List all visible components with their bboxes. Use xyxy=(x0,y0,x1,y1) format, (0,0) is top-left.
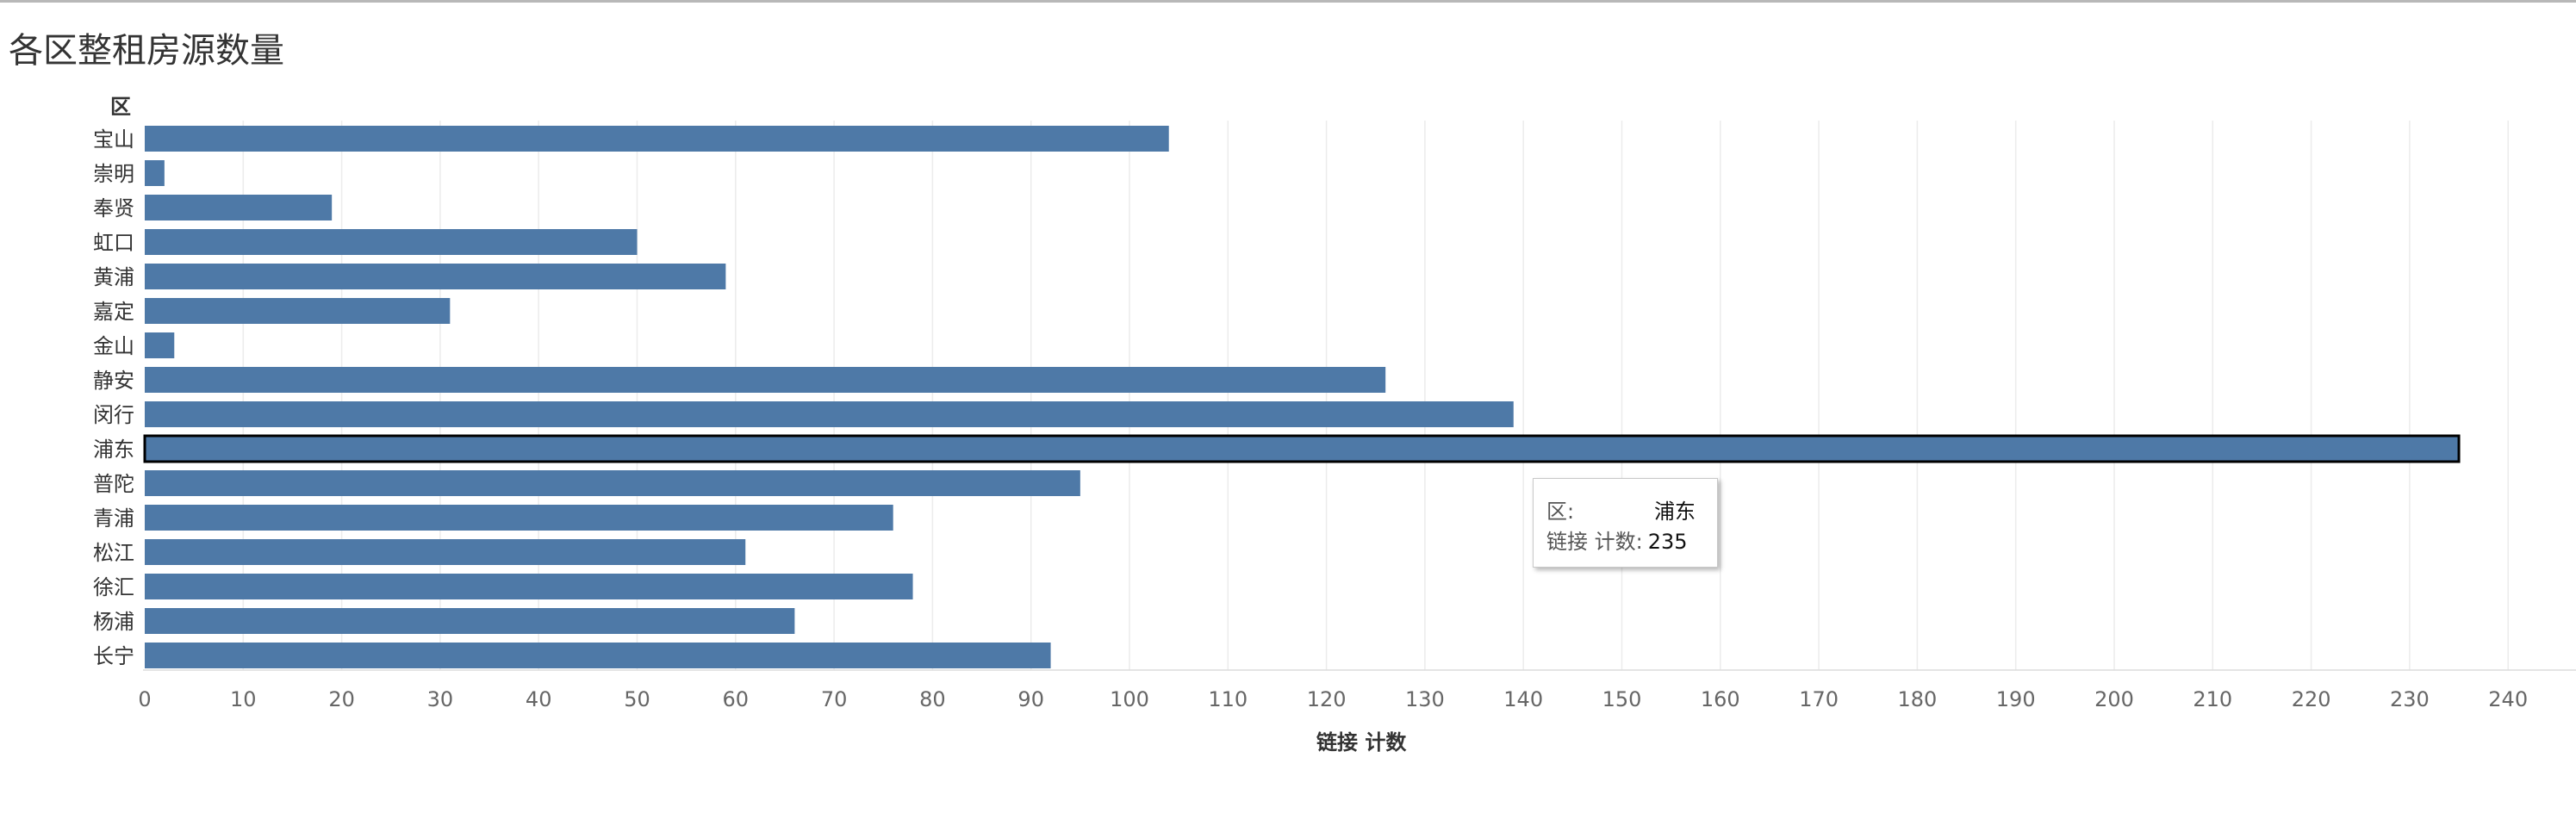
x-axis-title: 链接 计数 xyxy=(1316,730,1407,754)
x-tick-label: 30 xyxy=(427,687,454,711)
x-tick-label: 120 xyxy=(1307,687,1347,711)
bar[interactable] xyxy=(145,643,1051,668)
bar[interactable] xyxy=(145,539,746,565)
bar[interactable] xyxy=(145,401,1514,427)
x-tick-label: 100 xyxy=(1110,687,1149,711)
bar[interactable] xyxy=(145,574,913,599)
category-label: 徐汇 xyxy=(93,575,134,599)
category-label: 黄浦 xyxy=(93,265,134,289)
x-tick-label: 220 xyxy=(2292,687,2331,711)
x-tick-label: 110 xyxy=(1208,687,1248,711)
category-label: 青浦 xyxy=(93,506,134,531)
bar[interactable] xyxy=(145,298,451,324)
category-label: 静安 xyxy=(93,369,134,393)
category-label: 金山 xyxy=(93,334,134,358)
x-tick-label: 150 xyxy=(1602,687,1642,711)
x-tick-label: 210 xyxy=(2193,687,2232,711)
category-label: 闵行 xyxy=(93,403,134,427)
bar[interactable] xyxy=(143,434,2461,463)
chart-title: 各区整租房源数量 xyxy=(9,31,284,71)
x-tick-label: 200 xyxy=(2094,687,2134,711)
top-border xyxy=(0,0,2576,3)
tooltip-field2-label: 链接 计数: xyxy=(1546,530,1643,554)
x-tick-label: 40 xyxy=(526,687,552,711)
category-label: 浦东 xyxy=(93,438,134,462)
x-tick-label: 230 xyxy=(2390,687,2430,711)
tooltip-field1-label: 区: xyxy=(1546,500,1575,524)
x-tick-label: 170 xyxy=(1799,687,1839,711)
bars xyxy=(143,126,2461,668)
bar[interactable] xyxy=(145,608,795,634)
x-tick-label: 90 xyxy=(1017,687,1044,711)
x-tick-label: 50 xyxy=(624,687,650,711)
bar[interactable] xyxy=(145,264,726,289)
x-tick-label: 190 xyxy=(1996,687,2036,711)
bar[interactable] xyxy=(145,229,638,255)
bar[interactable] xyxy=(145,160,165,186)
category-label: 奉贤 xyxy=(93,196,134,220)
category-label: 普陀 xyxy=(93,472,134,496)
row-header: 区 xyxy=(110,95,131,119)
category-label: 长宁 xyxy=(93,644,134,668)
x-tick-label: 10 xyxy=(230,687,257,711)
tooltip: 区: 浦东 链接 计数: 235 xyxy=(1533,478,1718,568)
tooltip-field1-value: 浦东 xyxy=(1654,500,1696,524)
x-tick-label: 240 xyxy=(2488,687,2528,711)
x-tick-label: 160 xyxy=(1701,687,1740,711)
bar[interactable] xyxy=(145,126,1169,152)
x-tick-label: 0 xyxy=(138,687,151,711)
category-label: 松江 xyxy=(93,541,134,565)
x-tick-label: 180 xyxy=(1897,687,1937,711)
bar[interactable] xyxy=(145,367,1386,393)
category-label: 虹口 xyxy=(93,231,134,255)
bar[interactable] xyxy=(145,505,893,531)
category-label: 宝山 xyxy=(93,127,134,152)
x-tick-label: 60 xyxy=(723,687,750,711)
x-tick-label: 70 xyxy=(821,687,848,711)
x-tick-label: 130 xyxy=(1405,687,1445,711)
category-label: 嘉定 xyxy=(93,300,134,324)
x-tick-label: 80 xyxy=(919,687,946,711)
tooltip-field2-value: 235 xyxy=(1647,530,1688,554)
x-tick-label: 20 xyxy=(328,687,355,711)
bar[interactable] xyxy=(145,195,333,220)
category-label: 杨浦 xyxy=(93,610,134,634)
bar[interactable] xyxy=(145,470,1080,496)
x-tick-label: 140 xyxy=(1503,687,1543,711)
tooltip-field2-row: 链接 计数: 235 xyxy=(1546,525,1688,555)
bar[interactable] xyxy=(145,332,175,358)
x-axis-ticks: 0 10 20 30 40 50 60 70 80 90 100 110 120 130 140 150 160… xyxy=(138,669,2576,711)
category-label: 崇明 xyxy=(93,162,134,186)
